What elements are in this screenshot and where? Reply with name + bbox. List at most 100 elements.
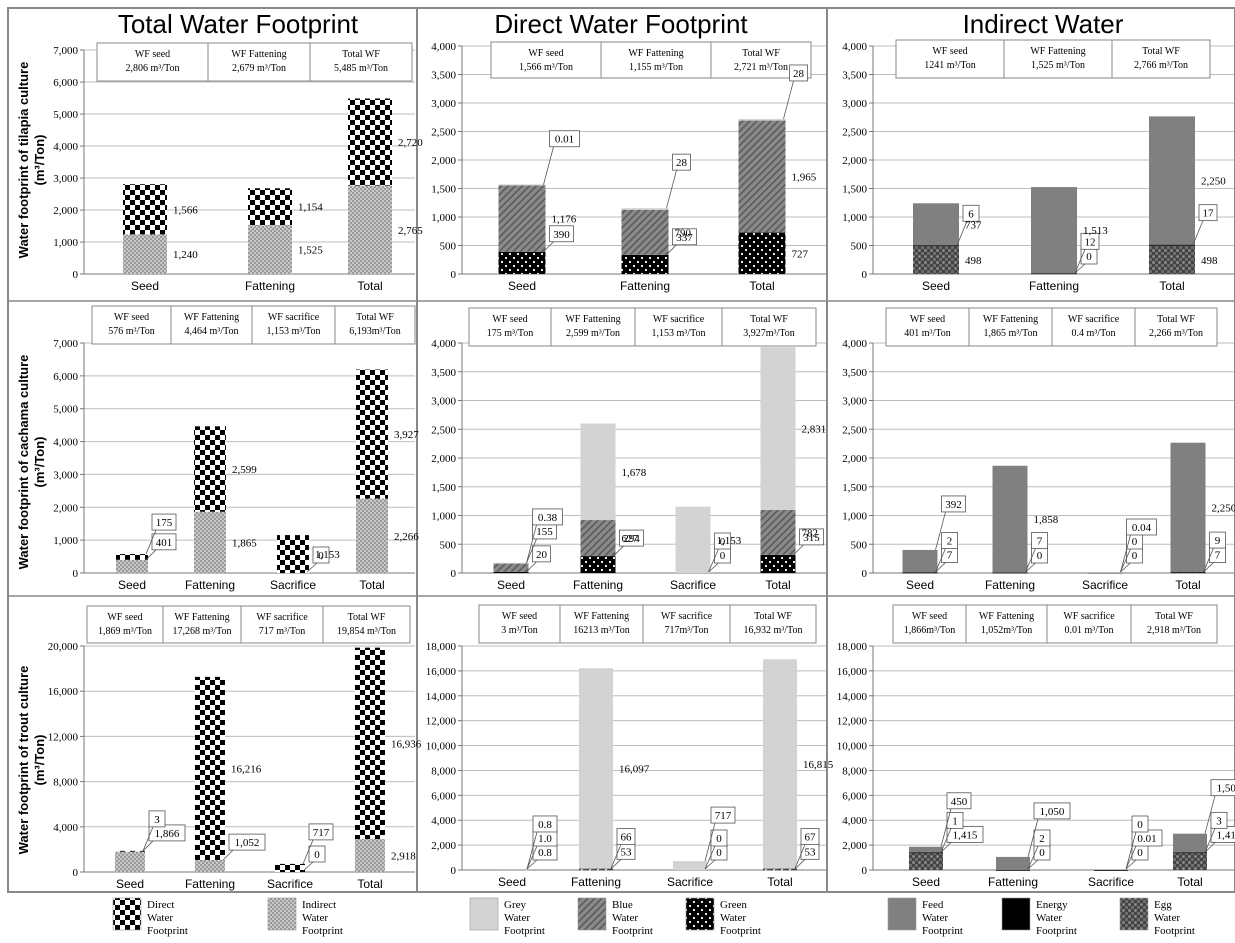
bar-indirect: [348, 185, 392, 274]
info-box-value: 2,679 m³/Ton: [232, 63, 286, 74]
info-box-label: Total WF: [1142, 46, 1180, 57]
bar-direct: [356, 369, 388, 499]
data-label: 315: [803, 532, 820, 544]
y-tick-label: 4,000: [53, 437, 78, 449]
legend-label: Energy: [1036, 899, 1068, 911]
callout-leader: [1027, 859, 1039, 870]
legend-swatch-egg: [1119, 897, 1149, 931]
bar-feed: [1170, 442, 1206, 573]
info-box: [1130, 604, 1218, 644]
info-box-label: WF Fattening: [983, 314, 1038, 325]
legend-label: Footprint: [1154, 925, 1195, 937]
callout-leader: [526, 538, 537, 564]
data-label-callout: [946, 811, 964, 829]
y-tick-label: 0: [862, 269, 868, 281]
callout-leader: [1027, 818, 1039, 858]
data-label-callout: [789, 64, 808, 82]
bar-direct: [248, 188, 292, 226]
info-box-label: WF sacrifice: [268, 312, 320, 323]
bar-grey: [738, 118, 786, 121]
info-box: [1051, 307, 1136, 347]
data-label: 7: [1037, 536, 1043, 548]
data-label-callout: [672, 153, 691, 171]
data-label: 6: [968, 208, 974, 220]
callout-leader: [302, 839, 314, 865]
chart-c-direct: 0 500 1,000 1,500 2,000 2,500 3,000 3,500 4,000 W…: [431, 307, 826, 592]
bar-energy: [1149, 244, 1195, 246]
data-label: 627: [622, 533, 639, 545]
x-category-label: Seed: [131, 279, 159, 293]
y-tick-label: 8,000: [431, 765, 456, 777]
data-label: 2: [1039, 833, 1045, 845]
bar-indirect: [248, 225, 292, 274]
y-tick-label: 2,000: [431, 453, 456, 465]
ylabel-trout-line2: (m³/Ton): [32, 734, 47, 785]
x-category-label: Fattening: [571, 875, 621, 889]
callout-leader: [526, 859, 538, 870]
info-box-value: 1,155 m³/Ton: [629, 62, 683, 73]
info-box-value: 1,865 m³/Ton: [984, 328, 1038, 339]
callout-leader: [1204, 842, 1216, 853]
chart-t-indirect: 0 500 1,000 1,500 2,000 2,500 3,000 3,500 4,000 W…: [842, 39, 1234, 293]
info-box-label: WF sacrifice: [1063, 611, 1115, 622]
callout-leader: [1120, 548, 1131, 573]
bar-direct: [123, 184, 167, 235]
info-box-label: WF seed: [492, 314, 527, 325]
y-tick-label: 14,000: [837, 691, 868, 703]
info-box-label: WF Fattening: [231, 49, 286, 60]
info-box-value: 0.4 m³/Ton: [1072, 328, 1116, 339]
callout-leader: [793, 544, 804, 556]
info-box: [885, 307, 970, 347]
bar-grey: [621, 208, 669, 210]
info-box: [96, 42, 209, 82]
data-label: 0: [1137, 847, 1143, 859]
data-label: 1,052: [235, 837, 260, 849]
callout-leader: [1192, 220, 1204, 245]
data-label-callout: [532, 815, 558, 833]
ylabel-tilapia-line1: Water footprint of tilapia culture: [16, 62, 31, 259]
bar-grey: [498, 184, 546, 186]
legend-label: Footprint: [1036, 925, 1077, 937]
info-box-value: 6,193m³/Ton: [349, 326, 400, 337]
data-label-callout: [710, 806, 736, 824]
info-box-value: 175 m³/Ton: [487, 328, 533, 339]
info-box-label: WF seed: [114, 312, 149, 323]
data-label-callout: [946, 825, 984, 843]
data-label-callout: [1031, 532, 1048, 549]
legend-swatch-grey: [469, 897, 499, 931]
bar-energy: [992, 572, 1028, 574]
info-box-value: 2,766 m³/Ton: [1134, 60, 1188, 71]
callout-leader: [526, 845, 538, 870]
bar-direct: [348, 98, 392, 186]
y-tick-label: 7,000: [53, 338, 78, 350]
data-label-callout: [1033, 829, 1051, 847]
y-tick-label: 0: [862, 568, 868, 580]
info-box: [1003, 39, 1113, 79]
info-box-value: 576 m³/Ton: [108, 326, 154, 337]
info-box-value: 2,918 m³/Ton: [1147, 625, 1201, 636]
data-label-callout: [1210, 779, 1235, 797]
y-tick-label: 3,000: [53, 469, 78, 481]
data-label: 12: [1085, 236, 1096, 248]
callout-leader: [306, 562, 318, 573]
data-label: 1,566: [173, 204, 198, 216]
info-box-value: 3 m³/Ton: [501, 625, 537, 636]
callout-leader: [302, 861, 314, 872]
info-box-value: 16213 m³/Ton: [573, 625, 629, 636]
info-box-value: 17,268 m³/Ton: [173, 626, 232, 637]
ylabel-cachama-line1: Water footprint of cachama culture: [16, 355, 31, 570]
legend-label: Water: [1154, 912, 1180, 924]
y-tick-label: 12,000: [426, 716, 457, 728]
info-box-label: WF Fattening: [574, 611, 629, 622]
info-box: [251, 305, 336, 345]
data-label-callout: [151, 513, 177, 531]
callout-leader: [794, 859, 806, 870]
callout-leader: [526, 831, 538, 870]
y-tick-label: 2,000: [53, 205, 78, 217]
legend-label: Footprint: [612, 925, 653, 937]
x-category-label: Seed: [118, 578, 146, 592]
